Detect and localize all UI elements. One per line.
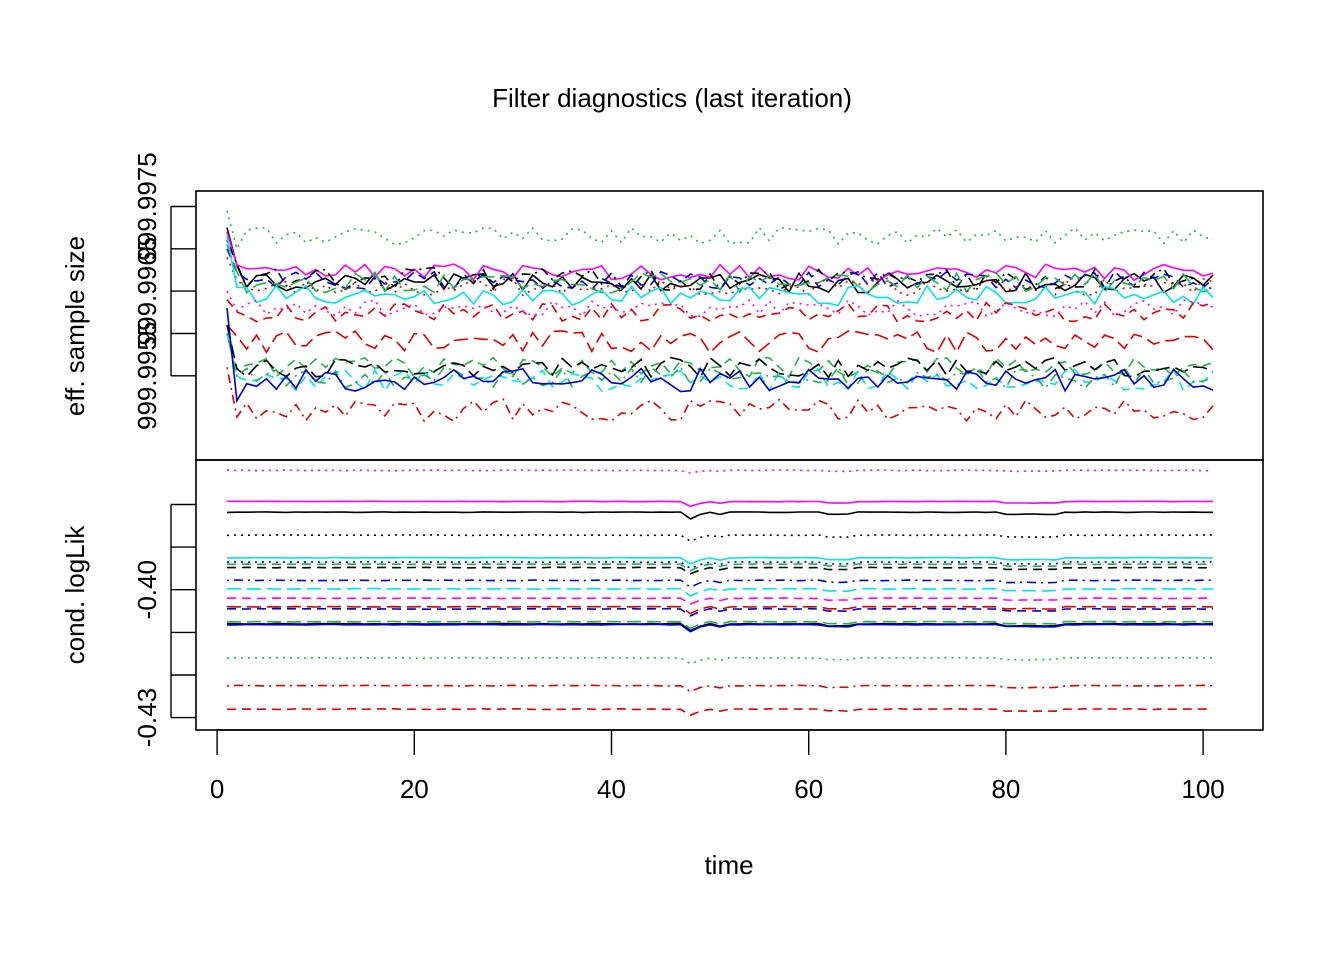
x-tick-label: 100 xyxy=(1181,774,1224,804)
loglik-series-line-8 xyxy=(227,566,1214,575)
ess-series-line-16 xyxy=(226,308,1214,404)
ess-y-tick-label: 999.9955 xyxy=(132,322,162,430)
loglik-series-line-4 xyxy=(226,534,1214,543)
ess-series-line-14 xyxy=(226,333,1214,393)
ess-series-group xyxy=(226,210,1214,423)
loglik-series-line-10 xyxy=(226,587,1213,597)
loglik-series-line-13 xyxy=(227,607,1214,617)
ess-y-tick-label: 999.9965 xyxy=(132,237,162,345)
x-tick-label: 0 xyxy=(210,774,224,804)
loglik-series-group xyxy=(226,469,1214,717)
loglik-series-line-17 xyxy=(226,656,1214,665)
ess-y-tick-label: 999.9975 xyxy=(132,152,162,260)
loglik-series-line-16 xyxy=(227,623,1214,633)
ess-series-line-17 xyxy=(226,367,1214,423)
loglik-series-line-5 xyxy=(227,556,1214,565)
loglik-series-line-14 xyxy=(226,620,1214,630)
loglik-series-line-18 xyxy=(226,684,1214,693)
ess-series-line-4 xyxy=(226,239,1214,292)
x-tick-label: 40 xyxy=(597,774,626,804)
chart-title: Filter diagnostics (last iteration) xyxy=(492,83,852,113)
loglik-series-line-1 xyxy=(226,469,1214,474)
ess-series-line-8 xyxy=(226,235,1214,307)
ess-series-line-13 xyxy=(226,324,1214,379)
ess-series-line-12 xyxy=(226,333,1214,379)
loglik-panel-frame xyxy=(195,459,1264,731)
loglik-y-axis: -0.43 -0.40 xyxy=(132,503,196,747)
loglik-y-tick-label: -0.43 xyxy=(132,688,162,747)
ess-series-line-10 xyxy=(226,290,1214,318)
loglik-series-line-3 xyxy=(226,511,1213,520)
ess-series-line-9 xyxy=(226,299,1214,324)
loglik-series-line-7 xyxy=(226,563,1214,572)
panel-loglik: -0.43 -0.40 cond. logLik xyxy=(60,459,1264,747)
loglik-series-line-2 xyxy=(227,500,1214,508)
ess-panel-frame xyxy=(195,190,1264,461)
loglik-series-line-11 xyxy=(226,597,1213,605)
ess-y-label: eff. sample size xyxy=(60,236,90,416)
x-axis: 0 20 40 60 80 100 xyxy=(210,729,1225,804)
loglik-y-tick-label: -0.40 xyxy=(132,560,162,619)
loglik-series-line-19 xyxy=(226,707,1214,717)
ess-series-line-6 xyxy=(226,244,1214,294)
x-axis-label: time xyxy=(704,850,753,880)
ess-series-line-1 xyxy=(226,210,1214,252)
loglik-series-line-9 xyxy=(226,579,1214,589)
ess-series-line-15 xyxy=(226,333,1214,390)
x-tick-label: 20 xyxy=(400,774,429,804)
x-tick-label: 80 xyxy=(991,774,1020,804)
ess-series-line-11 xyxy=(226,324,1214,354)
ess-series-line-3 xyxy=(226,231,1214,283)
loglik-series-line-12 xyxy=(226,605,1214,615)
x-tick-label: 60 xyxy=(794,774,823,804)
loglik-y-label: cond. logLik xyxy=(60,525,90,665)
ess-series-line-2 xyxy=(226,227,1214,294)
